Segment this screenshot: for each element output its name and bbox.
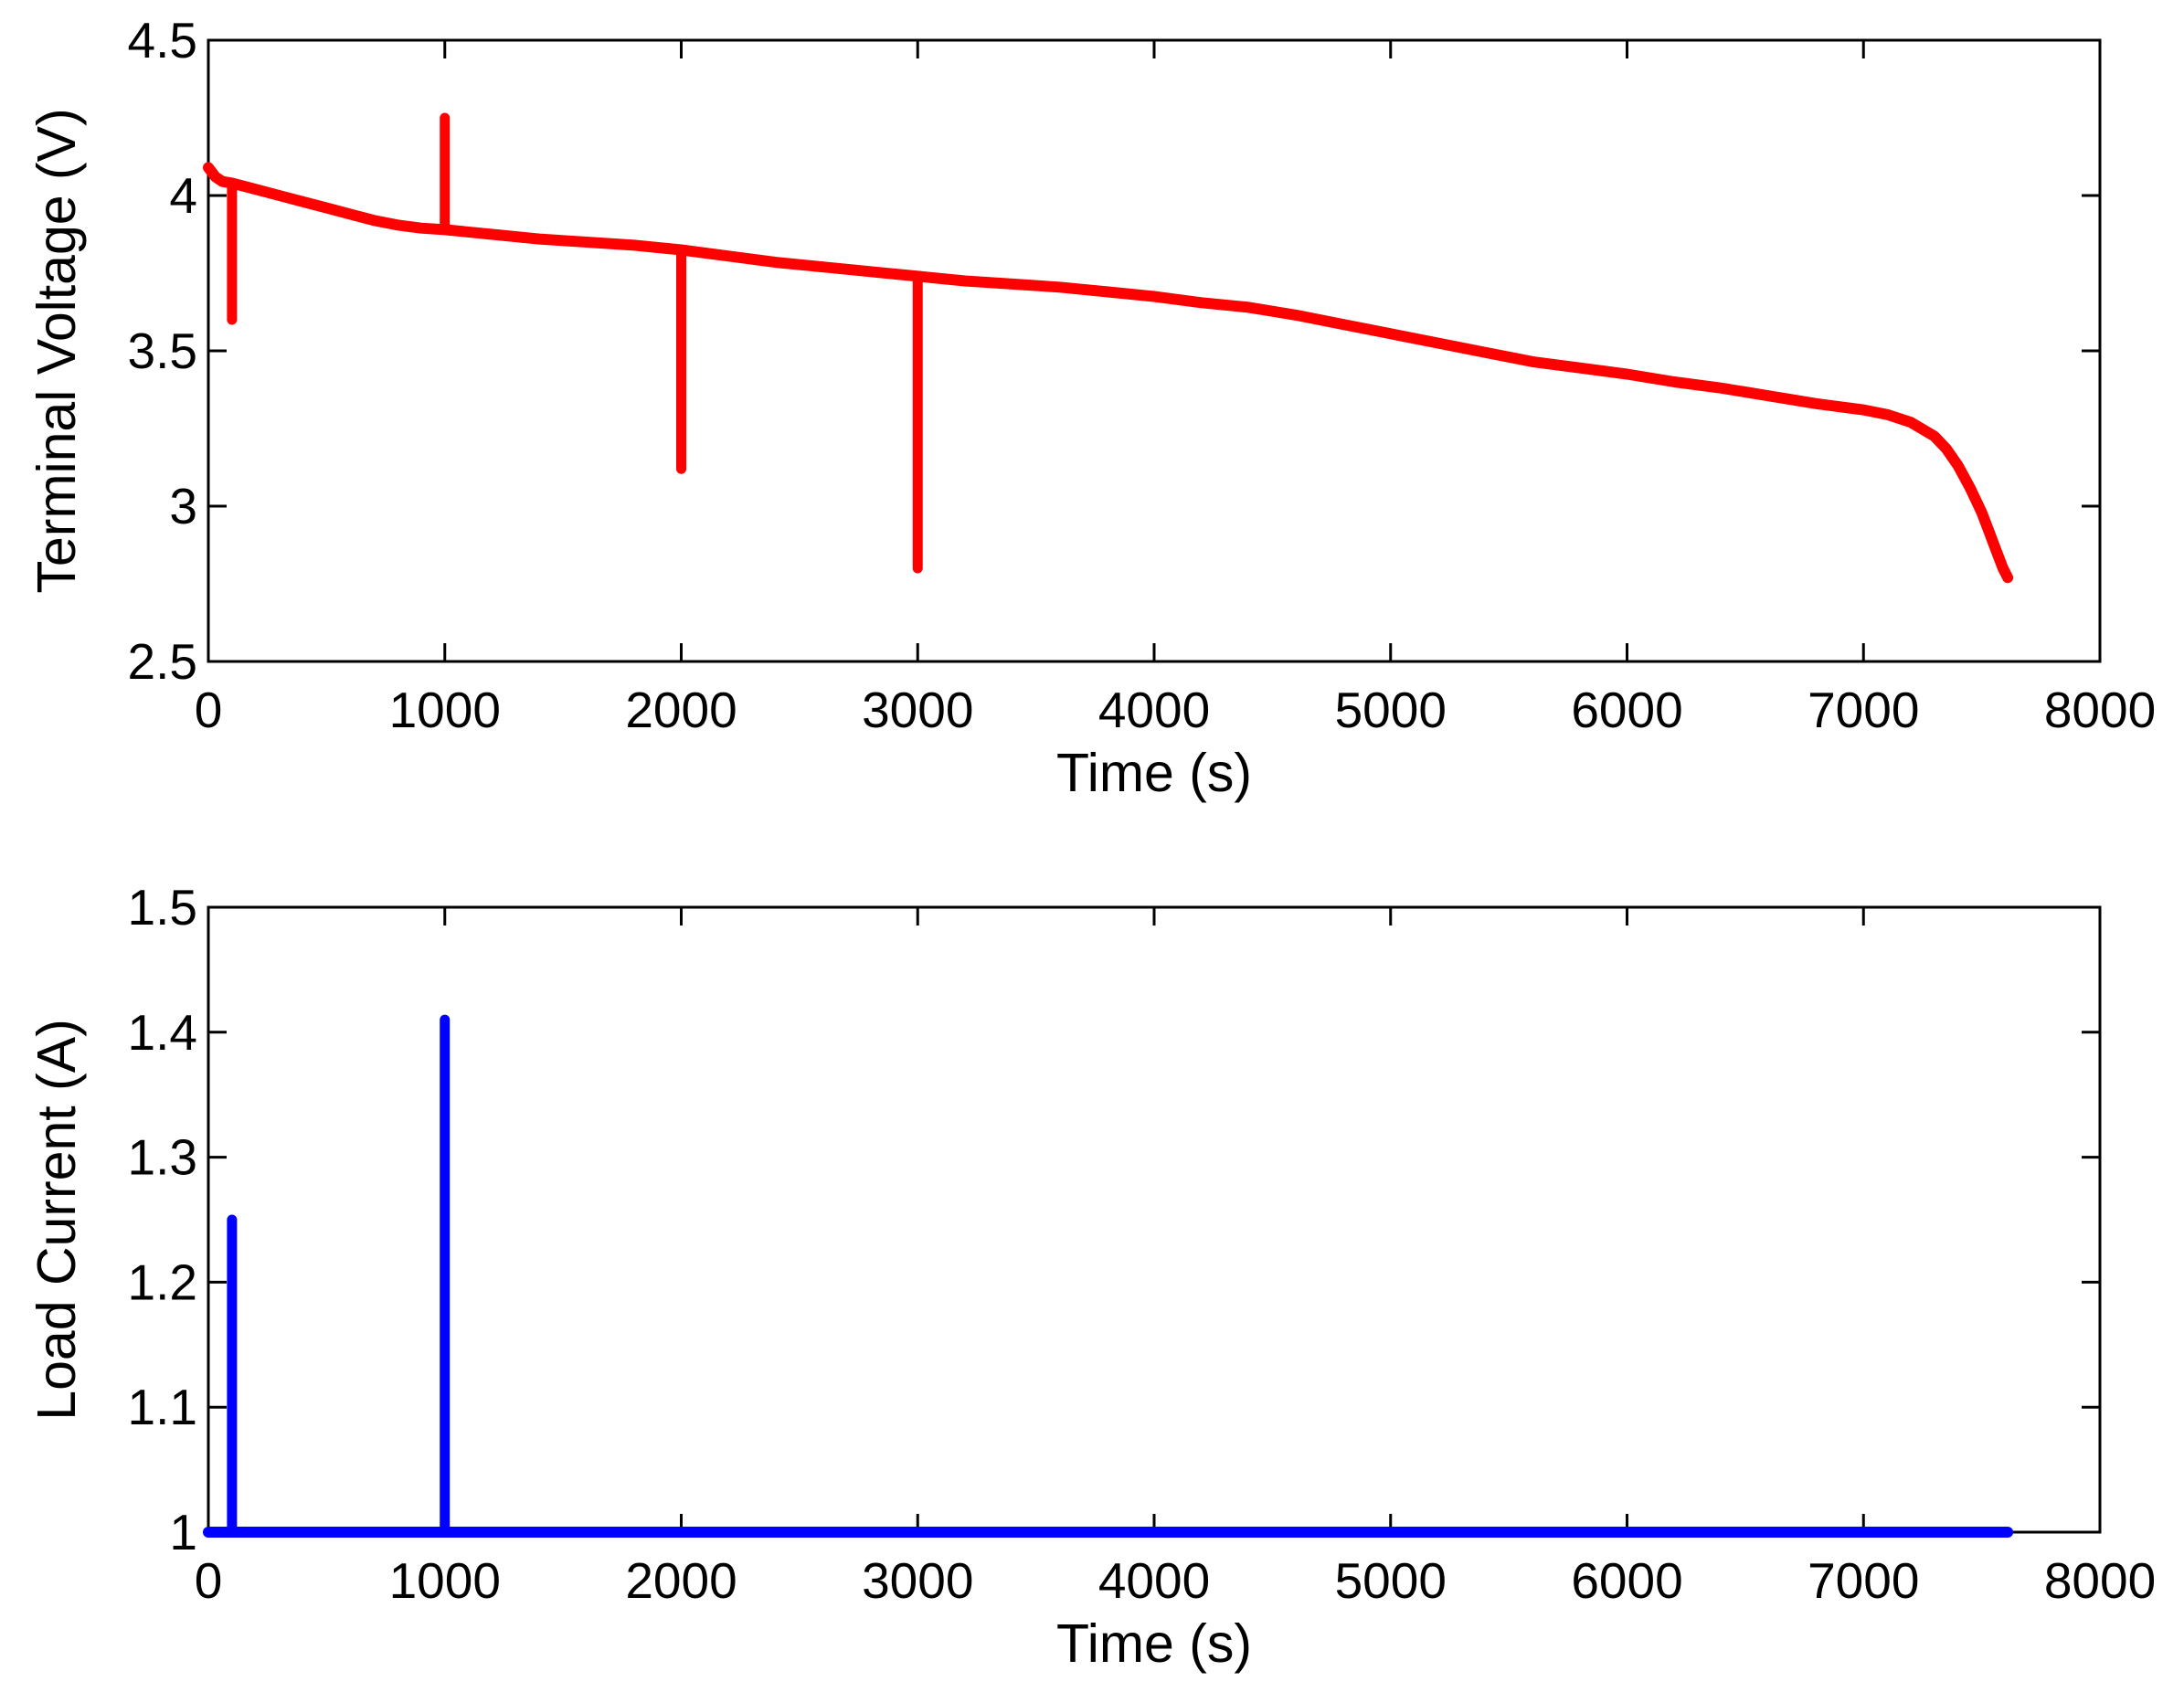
voltage-x-tick-label: 0 [195, 682, 223, 738]
voltage-plot-frame [207, 38, 2102, 663]
current-y-tick-label: 1.5 [128, 879, 197, 936]
current-x-tick-label: 1000 [389, 1552, 501, 1609]
current-x-tick-label: 5000 [1335, 1552, 1447, 1609]
voltage-y-tick-label: 4 [169, 167, 197, 224]
current-y-tick-label: 1.1 [128, 1379, 197, 1435]
current-panel: 0 1000 2000 3000 4000 5000 6000 7000 8000 1 1.1 1.2… [27, 879, 2156, 1674]
voltage-x-tick-label: 1000 [389, 682, 501, 738]
current-x-tick-label: 8000 [2044, 1552, 2156, 1609]
voltage-x-tick-label: 8000 [2044, 682, 2156, 738]
current-y-tick-label: 1.3 [128, 1129, 197, 1186]
voltage-y-tick-label: 2.5 [128, 633, 197, 690]
voltage-y-tick-label: 3 [169, 478, 197, 534]
current-y-tick-label: 1.4 [128, 1004, 197, 1061]
voltage-y-tick-label: 4.5 [128, 12, 197, 69]
current-y-axis-title: Load Current (A) [27, 1019, 87, 1420]
current-y-tick-label: 1 [169, 1504, 197, 1560]
voltage-panel: 0 1000 2000 3000 4000 5000 6000 7000 8000 2.5 3 3.5… [27, 12, 2156, 803]
current-x-axis-title: Time (s) [1056, 1613, 1252, 1674]
current-y-tick-label: 1.2 [128, 1253, 197, 1310]
current-x-tick-label: 2000 [625, 1552, 737, 1609]
voltage-x-tick-label: 2000 [625, 682, 737, 738]
current-x-tick-label: 7000 [1808, 1552, 1919, 1609]
current-x-tick-label: 6000 [1571, 1552, 1682, 1609]
voltage-series-line [203, 162, 2014, 584]
current-x-tick-label: 3000 [862, 1552, 973, 1609]
voltage-x-axis-title: Time (s) [1056, 743, 1252, 803]
voltage-y-axis-title: Terminal Voltage (V) [27, 108, 87, 593]
voltage-x-tick-label: 7000 [1808, 682, 1919, 738]
voltage-x-tick-label: 6000 [1571, 682, 1682, 738]
voltage-x-tick-label: 4000 [1098, 682, 1210, 738]
current-x-tick-label: 4000 [1098, 1552, 1210, 1609]
voltage-x-tick-label: 3000 [862, 682, 973, 738]
voltage-x-tick-label: 5000 [1335, 682, 1447, 738]
current-x-tick-label: 0 [195, 1552, 223, 1609]
current-plot-frame [207, 905, 2102, 1534]
voltage-y-tick-label: 3.5 [128, 323, 197, 379]
